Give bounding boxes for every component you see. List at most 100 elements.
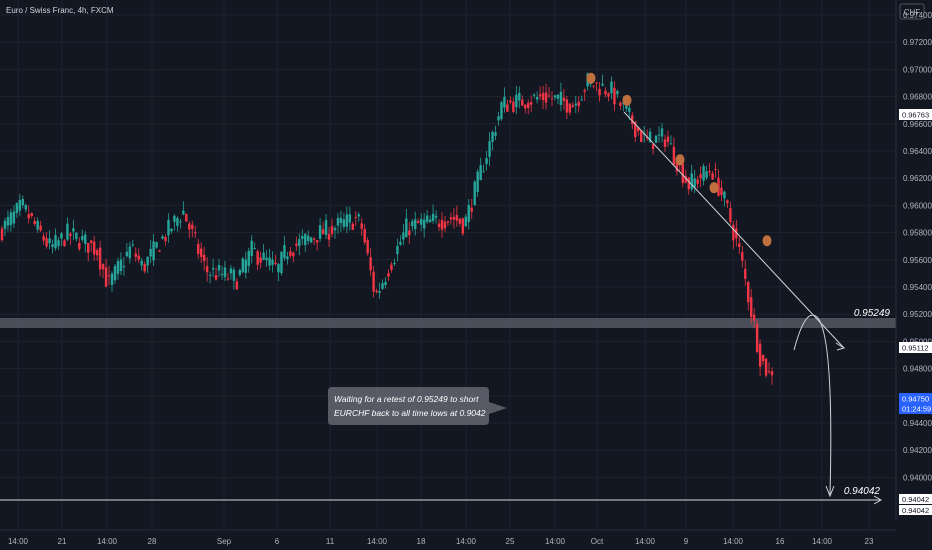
candle-body (532, 94, 536, 96)
annotation-callout[interactable]: Waiting for a retest of 0.95249 to short… (328, 387, 507, 425)
price-tags: 0.96763 0.95112 0.94750 01:24:59 0.94042… (899, 109, 932, 515)
candle-body (113, 266, 117, 281)
candle-body (431, 213, 435, 221)
candle-body (324, 220, 328, 235)
candle-body (268, 257, 271, 266)
x-tick-label: 11 (326, 537, 335, 546)
price-tag-target-2-text: 0.94042 (902, 506, 929, 515)
candle-body (357, 214, 360, 217)
candle-body (274, 262, 277, 264)
currency-button[interactable] (899, 3, 925, 20)
candle-body (128, 246, 132, 259)
candle-body (312, 238, 316, 240)
candle-body (309, 237, 313, 243)
x-tick-label: 9 (684, 537, 689, 546)
candle-body (241, 258, 245, 273)
annotation-line-1: Waiting for a retest of 0.95249 to short (334, 394, 479, 404)
candle-body (63, 240, 66, 247)
candle-body (205, 266, 209, 273)
candle-body (9, 212, 13, 225)
price-tag-target-1 (899, 494, 932, 504)
candle-body (399, 241, 402, 245)
y-tick-label: 0.95400 (903, 283, 932, 292)
target-level-label: 0.94042 (844, 486, 881, 497)
candle-body (687, 177, 690, 190)
x-tick-label: 14:00 (635, 537, 656, 546)
candle-body (6, 216, 10, 226)
candle-body (295, 243, 298, 246)
candle-body (164, 236, 167, 242)
candles (0, 72, 774, 385)
candle-body (684, 175, 687, 183)
target-arrowhead (873, 495, 883, 505)
candle-body (634, 121, 637, 138)
candle-body (345, 214, 349, 227)
candle-body (24, 204, 27, 210)
candle-body (396, 245, 399, 254)
candle-body (220, 274, 224, 276)
candle-body (625, 105, 628, 109)
y-tick-label: 0.97400 (903, 11, 932, 20)
candle-body (286, 256, 289, 260)
candle-body (342, 219, 346, 227)
candle-body (755, 323, 759, 352)
swing-markers (586, 72, 772, 247)
candle-body (440, 219, 444, 230)
candle-body (214, 274, 218, 280)
candle-body (72, 228, 75, 232)
candle-body (637, 127, 640, 132)
candle-body (280, 251, 283, 274)
candle-body (422, 219, 426, 229)
candle-body (613, 87, 616, 105)
candle-body (681, 163, 685, 184)
candle-body (235, 281, 239, 290)
y-tick-label: 0.94800 (903, 365, 932, 374)
candle-body (598, 88, 601, 96)
y-tick-label: 0.94200 (903, 446, 932, 455)
candle-body (467, 205, 470, 223)
x-tick-label: 14:00 (812, 537, 833, 546)
candle-body (741, 252, 744, 261)
candle-body (116, 261, 120, 274)
candle-body (134, 253, 137, 257)
swing-high-marker (762, 235, 772, 247)
candle-body (547, 95, 551, 97)
candle-body (87, 243, 90, 253)
candle-body (75, 232, 78, 239)
candle-body (351, 223, 355, 230)
candle-body (292, 252, 295, 257)
candle-body (607, 93, 610, 97)
candle-body (30, 213, 33, 216)
resistance-zone (0, 318, 896, 328)
candle-body (327, 233, 331, 240)
candle-body (506, 104, 509, 112)
candle-body (770, 371, 774, 376)
x-tick-label: 14:00 (8, 537, 29, 546)
candle-body (161, 236, 164, 239)
x-tick-label: Oct (591, 537, 604, 546)
candle-body (179, 221, 182, 223)
swing-high-marker (709, 182, 719, 194)
candle-body (476, 171, 479, 192)
price-scale[interactable] (896, 0, 932, 550)
candle-body (663, 139, 667, 147)
price-tag-target-2 (899, 505, 932, 515)
y-tick-label: 0.96800 (903, 93, 932, 102)
candle-body (559, 91, 563, 105)
candle-body (378, 290, 381, 293)
candle-body (81, 236, 84, 240)
candle-body (565, 99, 569, 113)
y-tick-label: 0.97200 (903, 38, 932, 47)
candle-body (271, 259, 274, 265)
price-tag-target-1-text: 0.94042 (902, 495, 929, 504)
candle-body (110, 273, 114, 286)
x-tick-label: 21 (58, 537, 67, 546)
candle-body (208, 274, 212, 276)
candle-body (387, 273, 390, 277)
candle-body (419, 219, 423, 225)
candle-body (720, 187, 723, 196)
candle-body (36, 220, 39, 230)
candle-body (767, 371, 771, 373)
